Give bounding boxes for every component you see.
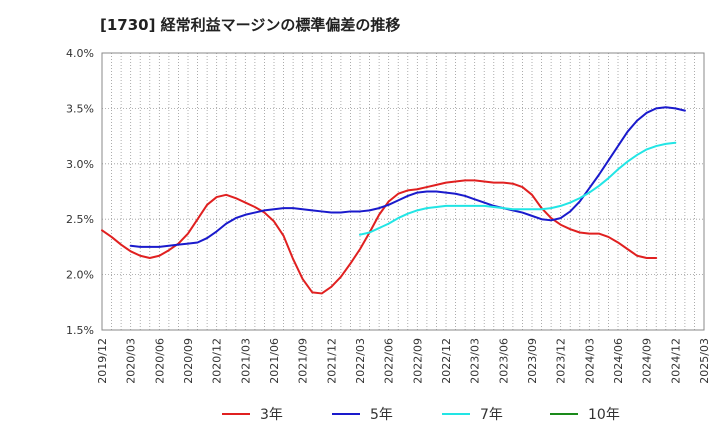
- legend-label: 3年: [260, 407, 283, 423]
- y-tick-label: 2.5%: [66, 213, 94, 226]
- y-tick-label: 4.0%: [66, 47, 94, 60]
- x-tick-label: 2024/03: [583, 338, 596, 384]
- series-line-5年: [129, 106, 686, 248]
- plot-area-border: [101, 52, 705, 331]
- x-tick-label: 2023/03: [469, 338, 482, 384]
- legend-label: 5年: [370, 407, 393, 423]
- x-tick-label: 2020/06: [153, 338, 166, 384]
- legend: 3年 5年 7年 10年: [222, 407, 620, 423]
- x-tick-label: 2021/03: [239, 338, 252, 384]
- y-axis: 1.5% 2.0% 2.5% 3.0% 3.5% 4.0%: [66, 47, 94, 337]
- x-tick-label: 2019/12: [96, 338, 109, 384]
- x-tick-label: 2021/12: [325, 338, 338, 384]
- y-tick-label: 3.0%: [66, 158, 94, 171]
- series-group: [101, 106, 686, 295]
- x-tick-label: 2023/12: [555, 338, 568, 384]
- x-tick-label: 2022/12: [440, 338, 453, 384]
- x-tick-label: 2022/09: [411, 338, 424, 384]
- x-tick-label: 2024/06: [612, 338, 625, 384]
- legend-label: 7年: [480, 407, 503, 423]
- x-tick-label: 2020/09: [182, 338, 195, 384]
- x-tick-label: 2025/03: [698, 338, 711, 384]
- x-tick-label: 2024/12: [669, 338, 682, 384]
- x-tick-label: 2022/03: [354, 338, 367, 384]
- x-tick-label: 2020/12: [211, 338, 224, 384]
- x-tick-label: 2023/09: [526, 338, 539, 384]
- x-tick-label: 2024/09: [641, 338, 654, 384]
- x-tick-label: 2023/06: [497, 338, 510, 384]
- series-line-7年: [359, 141, 677, 236]
- x-tick-label: 2021/06: [268, 338, 281, 384]
- y-tick-label: 3.5%: [66, 102, 94, 115]
- x-tick-label: 2021/09: [297, 338, 310, 384]
- series-line-3年: [101, 179, 658, 295]
- chart-title: [1730] 経常利益マージンの標準偏差の推移: [100, 16, 400, 34]
- y-tick-label: 2.0%: [66, 269, 94, 282]
- legend-label: 10年: [588, 407, 620, 423]
- x-tick-label: 2022/06: [383, 338, 396, 384]
- x-tick-label: 2020/03: [125, 338, 138, 384]
- x-axis: 2019/12 2020/03 2020/06 2020/09 2020/12 2021/…: [96, 338, 711, 384]
- y-tick-label: 1.5%: [66, 324, 94, 337]
